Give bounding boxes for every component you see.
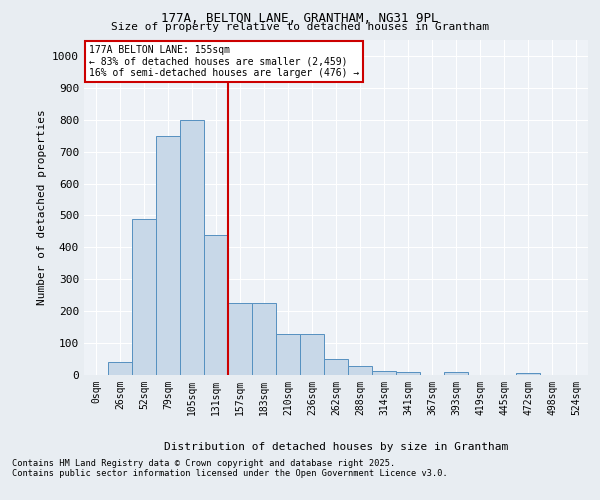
Bar	[132, 218, 156, 375]
Bar	[396, 372, 420, 375]
Text: Distribution of detached houses by size in Grantham: Distribution of detached houses by size …	[164, 442, 508, 452]
Bar	[324, 359, 348, 375]
Bar	[372, 371, 396, 375]
Text: 177A, BELTON LANE, GRANTHAM, NG31 9PL: 177A, BELTON LANE, GRANTHAM, NG31 9PL	[161, 12, 439, 26]
Text: Contains public sector information licensed under the Open Government Licence v3: Contains public sector information licen…	[12, 469, 448, 478]
Bar	[252, 303, 276, 375]
Bar	[108, 362, 132, 375]
Text: Contains HM Land Registry data © Crown copyright and database right 2025.: Contains HM Land Registry data © Crown c…	[12, 459, 395, 468]
Bar	[204, 234, 228, 375]
Bar	[444, 372, 468, 375]
Bar	[348, 366, 372, 375]
Bar	[300, 334, 324, 375]
Bar	[180, 120, 204, 375]
Bar	[228, 303, 252, 375]
Y-axis label: Number of detached properties: Number of detached properties	[37, 110, 47, 306]
Bar	[276, 334, 300, 375]
Text: 177A BELTON LANE: 155sqm
← 83% of detached houses are smaller (2,459)
16% of sem: 177A BELTON LANE: 155sqm ← 83% of detach…	[89, 45, 359, 78]
Bar	[156, 136, 180, 375]
Bar	[516, 374, 540, 375]
Text: Size of property relative to detached houses in Grantham: Size of property relative to detached ho…	[111, 22, 489, 32]
